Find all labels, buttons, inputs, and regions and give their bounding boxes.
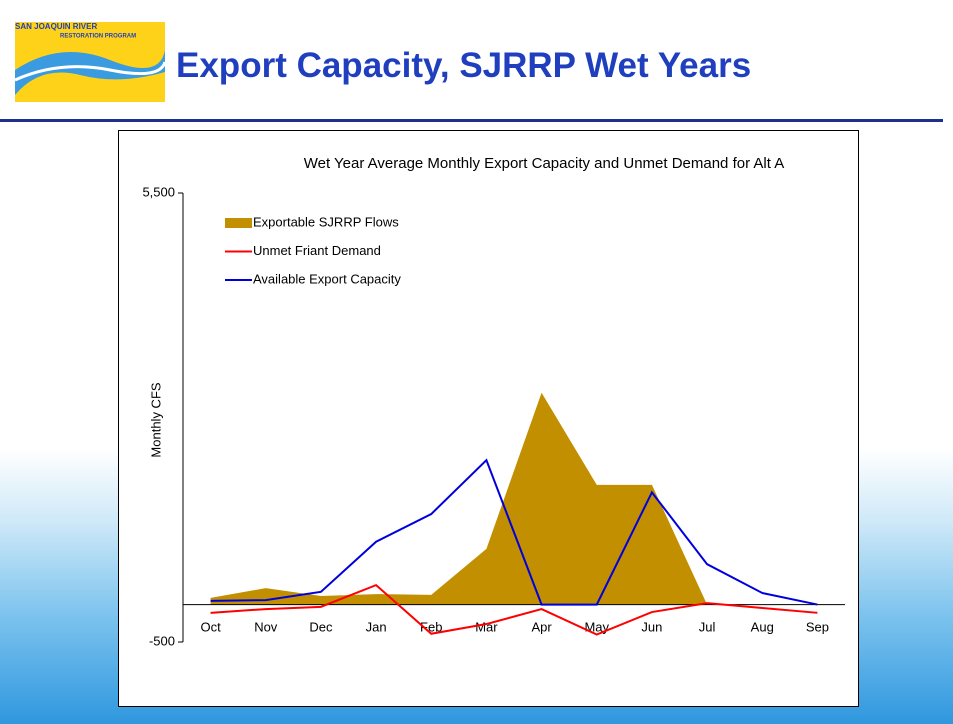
y-tick-label: 5,500: [142, 184, 175, 199]
x-tick-label: Jan: [366, 619, 387, 634]
x-tick-label: Jun: [641, 619, 662, 634]
slide-title: Export Capacity, SJRRP Wet Years: [176, 46, 752, 85]
x-tick-label: Jul: [699, 619, 716, 634]
y-axis-label: Monthly CFS: [148, 382, 163, 457]
legend-label: Unmet Friant Demand: [253, 243, 381, 258]
x-tick-label: Apr: [531, 619, 552, 634]
chart-title: Wet Year Average Monthly Export Capacity…: [303, 155, 785, 172]
line: [210, 583, 818, 636]
area: [210, 392, 818, 605]
x-tick-label: Dec: [309, 619, 333, 634]
legend-label: Exportable SJRRP Flows: [253, 214, 399, 229]
x-tick-label: Sep: [806, 619, 829, 634]
legend-label: Available Export Capacity: [253, 271, 401, 286]
logo-line2: RESTORATION PROGRAM: [60, 34, 136, 40]
logo-line1: SAN JOAQUIN RIVER: [15, 22, 97, 31]
legend-swatch: [225, 218, 252, 228]
logo-river: [15, 50, 165, 95]
x-tick-label: Oct: [200, 619, 221, 634]
line: [210, 458, 818, 606]
logo-wave: [14, 61, 165, 82]
header-rule: [0, 119, 943, 122]
y-tick-label: -500: [149, 633, 175, 648]
x-tick-label: Nov: [254, 619, 278, 634]
logo: SAN JOAQUIN RIVER RESTORATION PROGRAM: [14, 22, 165, 102]
x-tick-label: May: [584, 619, 609, 634]
x-tick-label: Aug: [751, 619, 774, 634]
x-tick-label: Feb: [420, 619, 442, 634]
